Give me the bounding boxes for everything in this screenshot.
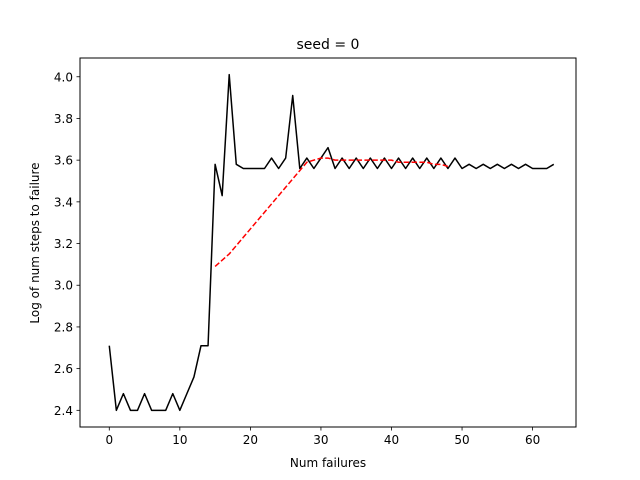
- y-tick-label: 3.8: [54, 112, 73, 126]
- y-tick-label: 2.4: [54, 404, 73, 418]
- series-2-line: [214, 157, 449, 268]
- x-tick-label: 30: [313, 433, 328, 447]
- x-tick-label: 40: [384, 433, 399, 447]
- x-tick-label: 50: [454, 433, 469, 447]
- x-axis-ticks: 0 10 20 30 40 50 60: [105, 427, 540, 447]
- y-tick-label: 3.4: [54, 195, 73, 209]
- y-axis-ticks: 2.4 2.6 2.8 3.0 3.2 3.4 3.6 3.8 4.0: [54, 70, 80, 418]
- series-1-line: [108, 73, 555, 412]
- y-tick-label: 3.6: [54, 154, 73, 168]
- plot-area: [108, 73, 555, 412]
- y-tick-label: 2.8: [54, 320, 73, 334]
- x-tick-label: 20: [243, 433, 258, 447]
- chart-title: seed = 0: [297, 37, 360, 53]
- y-tick-label: 3.2: [54, 237, 73, 251]
- x-axis-label: Num failures: [290, 456, 366, 470]
- axes-frame: [79, 57, 577, 428]
- y-tick-label: 4.0: [54, 70, 73, 84]
- x-tick-label: 10: [172, 433, 187, 447]
- x-tick-label: 60: [525, 433, 540, 447]
- y-tick-label: 2.6: [54, 362, 73, 376]
- x-tick-label: 0: [105, 433, 113, 447]
- y-tick-label: 3.0: [54, 279, 73, 293]
- y-axis-label: Log of num steps to failure: [28, 162, 42, 323]
